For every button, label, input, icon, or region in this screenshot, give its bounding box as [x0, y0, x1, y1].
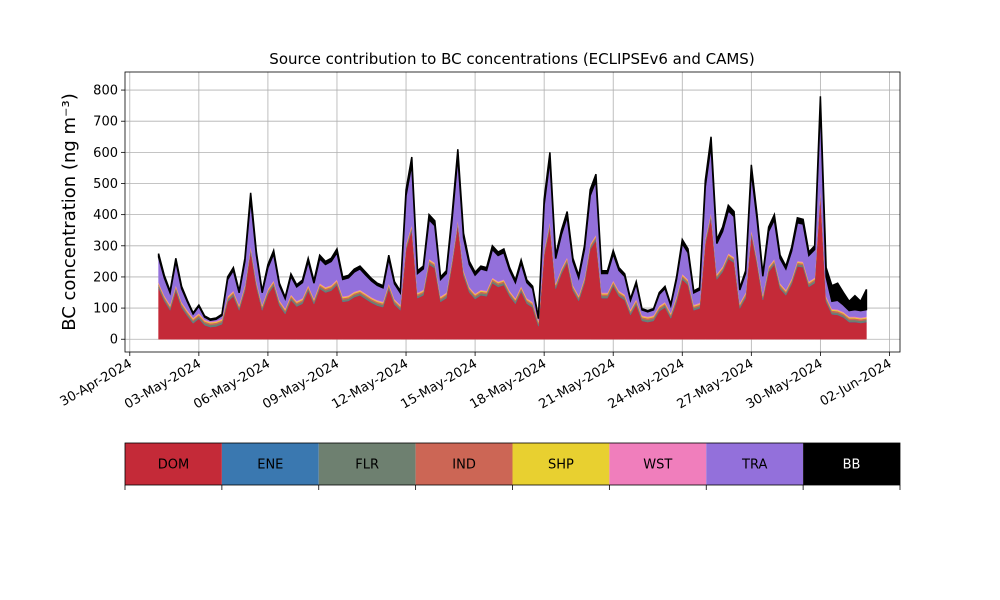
legend-label: DOM — [158, 458, 189, 473]
x-tick-label: 27-May-2024 — [675, 356, 757, 412]
y-tick-label: 800 — [93, 84, 118, 99]
x-tick-label: 12-May-2024 — [329, 356, 411, 412]
y-tick-label: 200 — [93, 270, 118, 285]
x-tick-label: 21-May-2024 — [537, 356, 619, 412]
legend-frame — [124, 442, 901, 486]
x-tick-label: 09-May-2024 — [260, 356, 342, 412]
y-tick-label: 300 — [93, 239, 118, 254]
legend-swatch — [415, 443, 513, 485]
y-tick-label: 500 — [93, 177, 118, 192]
legend-swatch — [221, 443, 319, 485]
legend-swatch — [706, 443, 804, 485]
legend-label: FLR — [355, 458, 379, 473]
legend-swatch — [318, 443, 416, 485]
plot-frame — [124, 71, 901, 353]
legend-label: IND — [452, 458, 476, 473]
chart-title: Source contribution to BC concentrations… — [269, 50, 754, 68]
x-tick-label: 30-May-2024 — [744, 356, 826, 412]
area — [157, 96, 868, 322]
legend-label: ENE — [257, 458, 283, 473]
legend-swatch — [125, 443, 222, 485]
x-tick-label: 06-May-2024 — [191, 356, 273, 412]
y-tick-label: 0 — [110, 333, 118, 348]
y-tick-label: 400 — [93, 208, 118, 223]
legend-swatch — [803, 443, 900, 485]
x-tick-label: 24-May-2024 — [606, 356, 688, 412]
legend-swatch — [609, 443, 707, 485]
y-axis-label: BC concentration (ng m⁻³) — [59, 93, 80, 331]
legend-swatch — [512, 443, 610, 485]
y-tick-label: 100 — [93, 302, 118, 317]
x-tick-label: 02-Jun-2024 — [818, 356, 895, 409]
legend-label: TRA — [741, 458, 767, 473]
legend-label: BB — [843, 458, 861, 473]
x-tick-label: 18-May-2024 — [467, 356, 549, 412]
legend-label: SHP — [548, 458, 574, 473]
y-tick-label: 600 — [93, 146, 118, 161]
legend-label: WST — [643, 458, 672, 473]
x-tick-label: 15-May-2024 — [398, 356, 480, 412]
x-tick-label: 03-May-2024 — [122, 356, 204, 412]
y-tick-label: 700 — [93, 115, 118, 130]
